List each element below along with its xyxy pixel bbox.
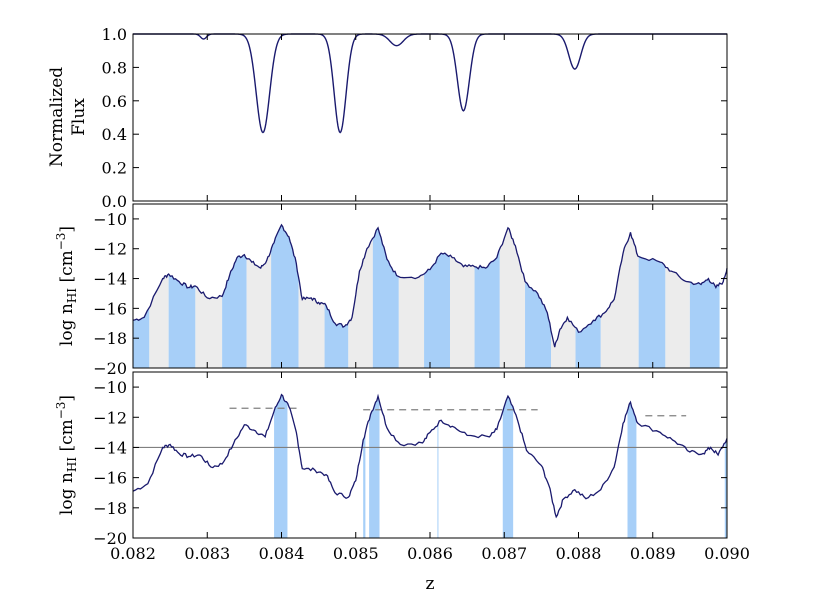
x-tick-label: 0.083 xyxy=(184,544,230,563)
flux-ytick-label: 0.6 xyxy=(102,92,127,111)
density-threshold-band xyxy=(437,394,439,538)
density-threshold-ytick-label: −12 xyxy=(93,408,127,427)
density-threshold-ylabel-exponent: −3 xyxy=(54,402,68,420)
x-tick-label: 0.086 xyxy=(407,544,453,563)
density-band-blue xyxy=(575,224,601,368)
density-band-grey xyxy=(499,224,526,368)
density-band-grey xyxy=(450,224,475,368)
flux-ytick-label: 0.4 xyxy=(102,125,127,144)
density-threshold-ylabel-subscript: HI xyxy=(65,457,79,472)
density-threshold-ytick-label: −10 xyxy=(93,378,127,397)
density-bands-panel: −10 −12 −14 −16 −18 −20 log nHI [cm−3] xyxy=(54,203,728,378)
density-bands-ylabel: log nHI [cm−3] xyxy=(54,226,79,346)
x-tick-label: 0.082 xyxy=(110,544,156,563)
density-band-blue xyxy=(638,224,666,368)
density-bands-ytick-label: −18 xyxy=(93,329,127,348)
density-bands-ylabel-subscript: HI xyxy=(65,288,79,303)
x-tick-label: 0.089 xyxy=(630,544,676,563)
density-threshold-ytick-label: −20 xyxy=(93,529,127,548)
x-tick-label: 0.090 xyxy=(704,544,750,563)
density-bands-ytick-label: −14 xyxy=(93,270,127,289)
flux-ylabel-line2: Flux xyxy=(69,98,89,136)
density-threshold-ylabel-close: ] xyxy=(57,395,77,402)
density-threshold-band xyxy=(274,394,288,538)
density-band-grey xyxy=(298,224,325,368)
density-bands-ylabel-close: ] xyxy=(57,226,77,233)
density-band-grey xyxy=(195,224,223,368)
density-bands-ytick-label: −16 xyxy=(93,299,127,318)
density-band-grey xyxy=(551,224,576,368)
density-bands-fill xyxy=(133,224,720,368)
density-band-blue xyxy=(424,224,451,368)
density-band-blue xyxy=(271,224,299,368)
density-band-grey xyxy=(348,224,373,368)
density-band-grey xyxy=(600,224,639,368)
density-band-grey xyxy=(665,224,690,368)
density-threshold-ytick-label: −18 xyxy=(93,499,127,518)
density-band-blue xyxy=(474,224,500,368)
density-bands-ytick-label: −20 xyxy=(93,359,127,378)
density-threshold-ytick-label: −16 xyxy=(93,469,127,488)
density-threshold-band xyxy=(369,394,380,538)
density-threshold-ytick-label: −14 xyxy=(93,438,127,457)
density-bands-ytick-label: −10 xyxy=(93,210,127,229)
flux-ylabel-line1: Normalized xyxy=(47,67,67,167)
x-tick-label: 0.084 xyxy=(259,544,305,563)
x-tick-label: 0.088 xyxy=(556,544,602,563)
density-bands-ytick-label: −12 xyxy=(93,240,127,259)
x-tick-label: 0.085 xyxy=(333,544,379,563)
density-band-grey xyxy=(246,224,272,368)
flux-series-line xyxy=(133,33,727,134)
density-threshold-panel: −10 −12 −14 −16 −18 −20 log nHI [cm−3] 0.082 0… xyxy=(54,34,750,594)
density-threshold-ylabel: log nHI [cm−3] xyxy=(54,395,79,515)
flux-ytick-label: 1.0 xyxy=(102,25,127,44)
density-band-blue xyxy=(324,224,349,368)
density-threshold-fill xyxy=(274,394,727,538)
density-band-blue xyxy=(133,224,150,368)
density-threshold-band xyxy=(363,394,366,538)
flux-ytick-label: 0.8 xyxy=(102,58,127,77)
density-bands-series-line xyxy=(132,223,728,348)
density-band-grey xyxy=(398,224,425,368)
density-bands-ylabel-exponent: −3 xyxy=(54,233,68,251)
density-threshold-band xyxy=(627,394,637,538)
density-threshold-series-line xyxy=(132,393,728,519)
density-threshold-ylabel-unit: [cm xyxy=(57,419,77,457)
x-tick-label: 0.087 xyxy=(481,544,527,563)
flux-panel: 1.0 0.8 0.6 0.4 0.2 0.0 Normalized Flux xyxy=(47,25,728,211)
flux-panel-frame xyxy=(132,33,728,202)
density-bands-ylabel-unit: [cm xyxy=(57,250,77,288)
flux-ytick-label: 0.0 xyxy=(102,192,127,211)
density-threshold-band xyxy=(724,394,727,538)
density-threshold-panel-frame xyxy=(132,371,728,539)
density-threshold-band xyxy=(502,394,514,538)
flux-ytick-label: 0.2 xyxy=(102,159,127,178)
x-axis-label: z xyxy=(426,574,435,594)
